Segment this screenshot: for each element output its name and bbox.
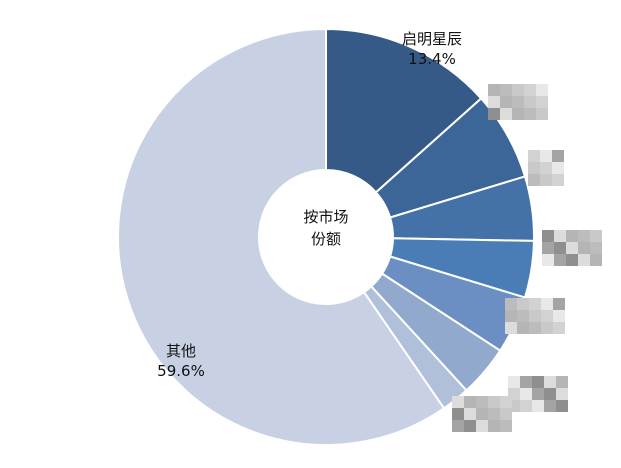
obscured-label-pixel [540,162,552,174]
obscured-label-pixel [542,242,554,254]
obscured-label-pixel [566,254,578,266]
obscured-label-pixel [553,322,565,334]
obscured-label-pixel [529,298,541,310]
obscured-label-pixel [552,150,564,162]
obscured-label-pixel [505,322,517,334]
obscured-label-pixel [556,388,568,400]
obscured-label-pixel [452,420,464,432]
slice-label-name-qimingxingchen: 启明星辰 [402,30,462,48]
obscured-label-pixel [512,108,524,120]
obscured-label-pixel [556,400,568,412]
obscured-label-pixel [524,108,536,120]
obscured-label-pixel [590,242,602,254]
obscured-label-pixel [556,376,568,388]
obscured-label-pixel [517,322,529,334]
obscured-label-pixel [554,242,566,254]
obscured-label-pixel [520,400,532,412]
obscured-label-pixel [505,298,517,310]
obscured-label-pixel [452,396,464,408]
obscured-label-pixel [528,174,540,186]
slice-label-value-qimingxingchen: 13.4% [408,50,456,68]
slice-label-name-other: 其他 [166,342,196,360]
donut-slice-0 [325,27,483,194]
obscured-label-pixel [540,174,552,186]
obscured-label-pixel [541,310,553,322]
obscured-label-pixel [488,396,500,408]
obscured-label-pixel [529,310,541,322]
obscured-label-pixel [528,150,540,162]
obscured-label-pixel [529,322,541,334]
obscured-label-pixel [476,420,488,432]
obscured-label-pixel [542,230,554,242]
obscured-label-pixel [541,298,553,310]
obscured-label-pixel [544,388,556,400]
obscured-label-pixel [536,108,548,120]
obscured-label-pixel [544,400,556,412]
obscured-label-pixel [553,310,565,322]
obscured-label-pixel [566,242,578,254]
obscured-label-pixel [552,174,564,186]
obscured-label-pixel [476,408,488,420]
obscured-label-pixel [532,376,544,388]
center-label-line2: 份额 [311,230,341,248]
obscured-label-pixel [512,96,524,108]
obscured-label-pixel [553,298,565,310]
obscured-label-pixel [517,310,529,322]
donut-slice-7 [117,27,446,446]
obscured-label-pixel [517,298,529,310]
obscured-label-pixel [500,408,512,420]
obscured-label-pixel [488,96,500,108]
obscured-label-pixel [578,242,590,254]
obscured-label-pixel [476,396,488,408]
obscured-label-pixel [500,108,512,120]
obscured-label-pixel [578,254,590,266]
obscured-label-pixel [540,150,552,162]
obscured-label-pixel [544,376,556,388]
center-label-line1: 按市场 [303,208,348,226]
obscured-label-pixel [552,162,564,174]
obscured-label-pixel [536,84,548,96]
obscured-label-pixel [578,230,590,242]
obscured-label-pixel [500,84,512,96]
obscured-label-pixel [554,254,566,266]
obscured-label-pixel [488,108,500,120]
obscured-label-pixel [500,96,512,108]
slice-label-value-other: 59.6% [157,362,205,380]
obscured-label-pixel [542,254,554,266]
obscured-label-pixel [536,96,548,108]
obscured-label-pixel [464,420,476,432]
obscured-label-pixel [500,420,512,432]
obscured-label-pixel [520,388,532,400]
obscured-label-pixel [554,230,566,242]
obscured-label-pixel [512,84,524,96]
obscured-label-pixel [488,420,500,432]
obscured-label-pixel [464,396,476,408]
obscured-label-pixel [532,400,544,412]
obscured-label-pixel [452,408,464,420]
obscured-label-pixel [590,230,602,242]
obscured-label-pixel [464,408,476,420]
obscured-label-pixel [508,376,520,388]
obscured-label-pixel [520,376,532,388]
obscured-label-pixel [590,254,602,266]
obscured-label-pixel [528,162,540,174]
obscured-label-pixel [500,396,512,408]
obscured-label-pixel [532,388,544,400]
obscured-label-pixel [524,96,536,108]
obscured-label-pixel [566,230,578,242]
obscured-label-pixel [541,322,553,334]
obscured-label-pixel [524,84,536,96]
obscured-label-pixel [505,310,517,322]
obscured-label-pixel [488,408,500,420]
obscured-label-pixel [488,84,500,96]
